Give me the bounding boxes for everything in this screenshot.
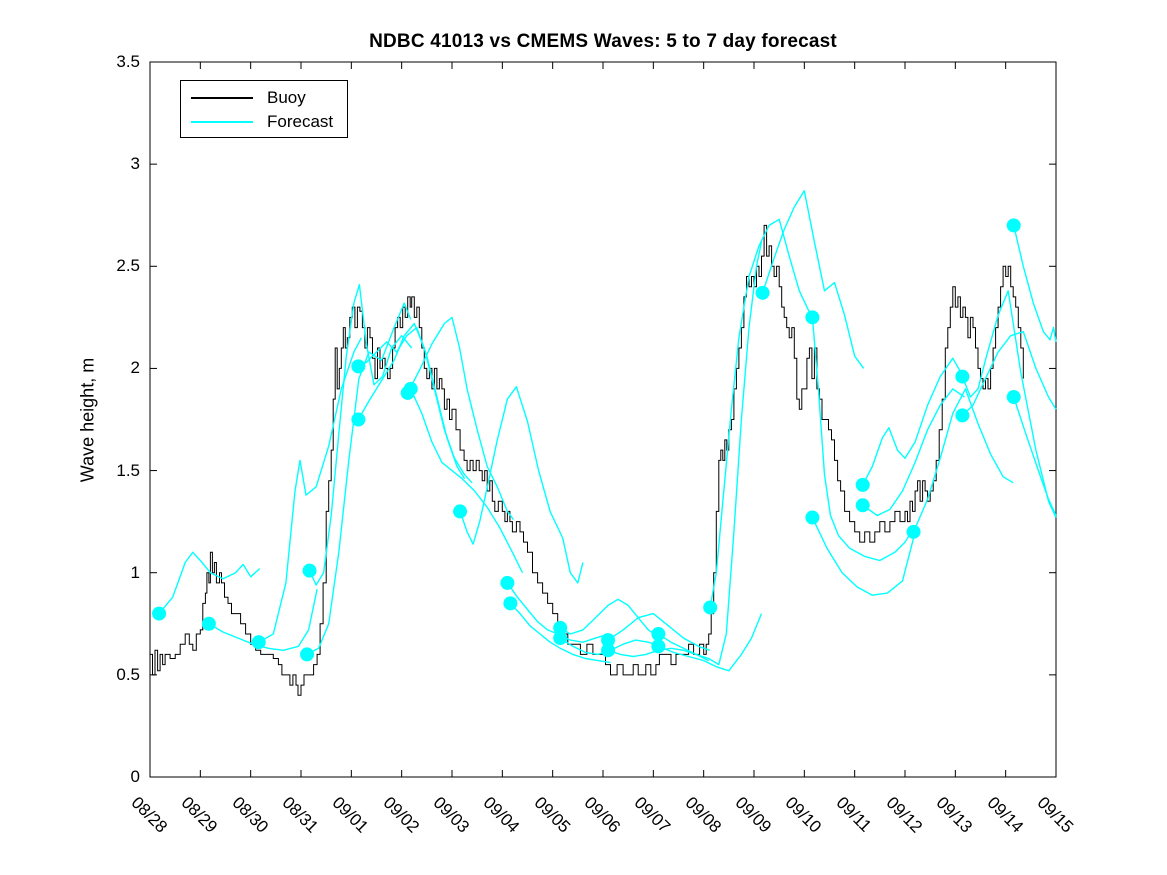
forecast-segment <box>509 602 611 664</box>
forecast-start-marker <box>351 412 366 427</box>
forecast-start-marker <box>955 369 970 384</box>
forecast-start-marker <box>251 635 266 650</box>
forecast-start-marker <box>503 596 518 611</box>
forecast-segment <box>961 290 1057 518</box>
forecast-segment <box>306 302 412 656</box>
y-tick-label: 2.5 <box>116 256 140 276</box>
forecast-line-sample <box>191 121 253 123</box>
forecast-segment <box>308 284 413 586</box>
chart-title: NDBC 41013 vs CMEMS Waves: 5 to 7 day fo… <box>369 31 837 52</box>
y-tick-label: 2 <box>130 358 140 378</box>
forecast-start-marker <box>855 477 870 492</box>
forecast-segment <box>1013 396 1057 516</box>
forecast-start-marker <box>453 504 468 519</box>
legend-label-buoy: Buoy <box>267 88 306 107</box>
forecast-segment <box>862 357 966 486</box>
forecast-segment <box>559 598 662 639</box>
forecast-segment <box>407 316 514 521</box>
forecast-start-marker <box>601 633 616 648</box>
forecast-start-marker <box>351 359 366 374</box>
forecast-segment <box>709 218 812 608</box>
forecast-segment <box>811 517 915 596</box>
forecast-start-marker <box>152 606 167 621</box>
buoy-line-sample <box>191 97 253 99</box>
y-tick-label: 3 <box>130 154 140 174</box>
axis-box <box>149 61 1057 778</box>
forecast-start-marker <box>300 647 315 662</box>
forecast-start-marker <box>805 310 820 325</box>
y-tick-label: 1 <box>130 562 140 582</box>
forecast-segment <box>658 613 763 672</box>
forecast-start-marker <box>1006 218 1021 233</box>
forecast-segment <box>811 317 915 562</box>
forecast-segment <box>357 322 473 484</box>
forecast-start-marker <box>302 563 317 578</box>
forecast-segment <box>358 326 466 480</box>
forecast-start-marker <box>855 498 870 513</box>
forecast-start-marker <box>651 627 666 641</box>
buoy-line <box>150 224 1024 696</box>
legend-label-forecast: Forecast <box>267 112 334 131</box>
legend-item-forecast: Forecast <box>181 110 333 134</box>
forecast-start-marker <box>601 643 616 658</box>
forecast-segment <box>208 588 318 651</box>
forecast-segment <box>410 388 524 574</box>
forecast-start-marker <box>805 510 820 525</box>
forecast-segment <box>658 241 763 666</box>
forecast-start-marker <box>201 616 216 631</box>
forecast-segment <box>1013 225 1057 343</box>
forecast-segment <box>761 189 865 369</box>
y-tick-label: 0 <box>130 767 140 786</box>
forecast-segment <box>258 337 363 643</box>
forecast-segment <box>459 386 584 584</box>
y-tick-label: 0.5 <box>116 664 140 684</box>
forecast-start-marker <box>755 285 770 300</box>
forecast-segment <box>506 582 610 643</box>
forecast-segment <box>607 612 710 651</box>
forecast-segment <box>961 331 1057 416</box>
y-tick-label: 3.5 <box>116 52 140 71</box>
forecast-start-marker <box>703 600 718 615</box>
forecast-segment <box>912 388 1014 533</box>
y-tick-label: 1.5 <box>116 460 140 480</box>
legend-item-buoy: Buoy <box>181 86 306 110</box>
forecast-start-marker <box>403 381 418 396</box>
forecast-start-marker <box>553 620 568 635</box>
forecast-start-marker <box>651 639 666 654</box>
forecast-segment <box>158 551 261 615</box>
forecast-start-marker <box>553 631 568 646</box>
forecast-segment <box>862 388 965 517</box>
legend: Buoy Forecast <box>180 80 348 138</box>
forecast-start-marker <box>906 524 921 539</box>
forecast-start-marker <box>1006 390 1021 405</box>
forecast-start-marker <box>500 575 515 590</box>
forecast-start-marker <box>955 408 970 423</box>
